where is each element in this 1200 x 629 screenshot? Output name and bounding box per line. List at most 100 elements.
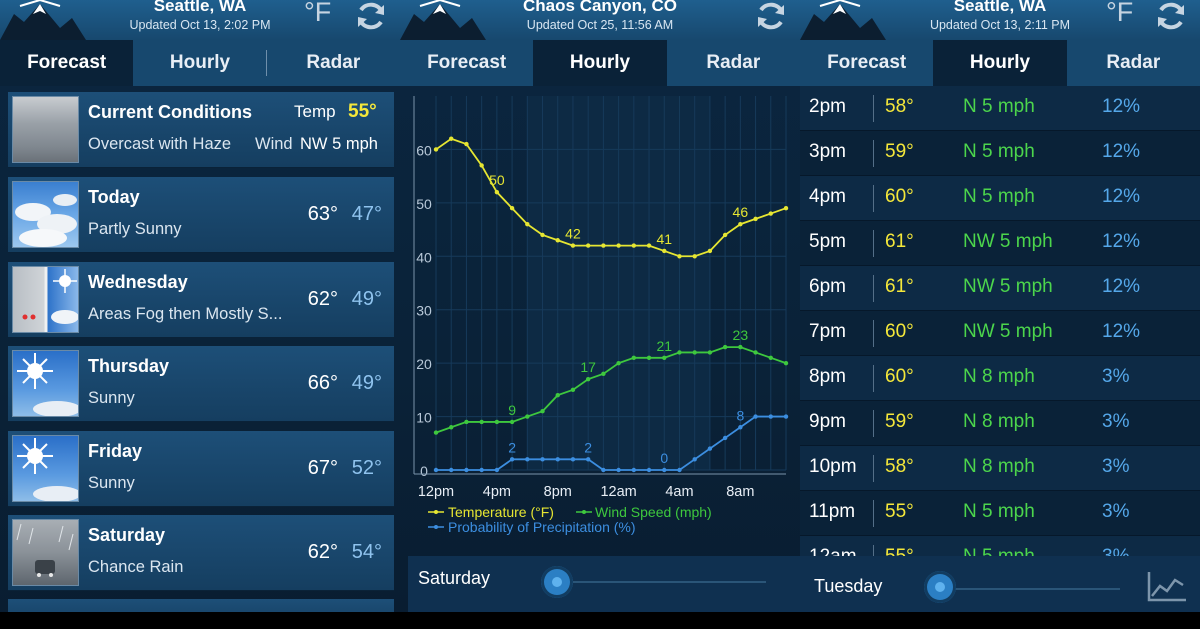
slider-knob[interactable] <box>924 571 956 603</box>
refresh-icon[interactable] <box>1154 1 1188 31</box>
forecast-row-partial[interactable] <box>8 599 394 612</box>
hour-precip: 12% <box>1102 186 1141 207</box>
data-point <box>449 425 454 430</box>
day-desc: Partly Sunny <box>88 220 182 238</box>
hour-time: 3pm <box>809 141 846 162</box>
data-point <box>692 457 697 462</box>
forecast-row-today[interactable]: Today Partly Sunny 63° 47° <box>8 177 394 253</box>
data-label: 41 <box>656 231 672 247</box>
chart-icon[interactable] <box>1146 569 1188 603</box>
hour-precip: 12% <box>1102 141 1141 162</box>
data-point <box>479 467 484 473</box>
slider-knob[interactable] <box>541 566 573 598</box>
data-point <box>677 467 682 473</box>
current-conditions-row[interactable]: Current Conditions Overcast with Haze Te… <box>8 92 394 168</box>
day-name: Saturday <box>88 525 166 545</box>
updated-time: Updated Oct 13, 2:11 PM <box>929 18 1071 32</box>
data-point <box>509 419 515 425</box>
data-point <box>433 467 439 473</box>
high-temp: 62° <box>307 288 338 310</box>
y-tick-label: 30 <box>416 303 432 319</box>
forecast-row-saturday[interactable]: Saturday Chance Rain 62° 54° <box>8 515 394 591</box>
data-point <box>753 414 758 419</box>
hour-wind: N 8 mph <box>963 366 1035 387</box>
hour-wind: NW 5 mph <box>963 321 1053 342</box>
data-point <box>479 419 484 425</box>
data-point <box>692 254 697 259</box>
table-row: 5pm 61° NW 5 mph 12% <box>800 221 1200 266</box>
data-point <box>753 350 758 355</box>
data-point <box>783 360 789 366</box>
legend-swatch-dot <box>434 525 438 529</box>
table-row: 3pm 59° N 5 mph 12% <box>800 131 1200 176</box>
hour-time: 2pm <box>809 96 846 117</box>
slider-track[interactable] <box>950 588 1120 590</box>
fog-then-sunny-icon <box>12 266 79 333</box>
hour-wind: N 5 mph <box>963 501 1035 522</box>
data-label: 23 <box>733 327 749 343</box>
data-label: 17 <box>580 359 596 375</box>
y-tick-label: 50 <box>416 196 432 212</box>
refresh-icon[interactable] <box>754 1 788 31</box>
data-point <box>738 344 743 350</box>
data-point <box>433 147 439 152</box>
tab-forecast[interactable]: Forecast <box>0 40 134 86</box>
day-desc: Sunny <box>88 474 135 492</box>
tab-hourly-label: Hourly <box>169 52 231 73</box>
tab-hourly[interactable]: Hourly <box>133 40 267 86</box>
table-row: 4pm 60° N 5 mph 12% <box>800 176 1200 221</box>
city-name: Seattle, WA <box>153 0 247 15</box>
hour-time: 5pm <box>809 231 846 252</box>
data-point <box>768 414 773 419</box>
mountain-logo-icon <box>0 0 86 40</box>
tab-forecast[interactable]: Forecast <box>427 52 507 73</box>
data-point <box>631 243 637 248</box>
data-point <box>464 467 469 473</box>
day-slider-bar: Saturday <box>408 556 800 612</box>
refresh-icon[interactable] <box>354 1 388 31</box>
tab-radar[interactable]: Radar <box>1106 52 1161 73</box>
tab-divider <box>265 50 267 76</box>
hour-temp: 61° <box>885 276 914 297</box>
data-point <box>768 211 773 216</box>
data-point <box>585 243 591 248</box>
unit-toggle-button[interactable]: °F <box>1106 0 1134 27</box>
tab-forecast[interactable]: Forecast <box>827 52 907 73</box>
tab-radar[interactable]: Radar <box>706 52 761 73</box>
slider-track[interactable] <box>556 581 766 583</box>
data-point <box>646 467 652 473</box>
unit-toggle-button[interactable]: °F <box>304 0 332 27</box>
tab-hourly[interactable]: Hourly <box>933 40 1067 86</box>
day-name: Friday <box>88 441 143 461</box>
data-point <box>555 238 560 243</box>
hour-precip: 12% <box>1102 321 1141 342</box>
hour-time: 4pm <box>809 186 846 207</box>
data-label: 2 <box>584 439 592 455</box>
hourly-chart: 0 10 20 30 40 50 60 12pm 4pm 8pm 12am 4am 8am 50 42 41 4… <box>408 86 800 556</box>
data-point <box>525 457 530 462</box>
hour-wind: N 8 mph <box>963 456 1035 477</box>
forecast-row-friday[interactable]: Friday Sunny 67° 52° <box>8 431 394 507</box>
table-row: 8pm 60° N 8 mph 3% <box>800 356 1200 401</box>
forecast-row-thursday[interactable]: Thursday Sunny 66° 49° <box>8 346 394 422</box>
slider-day-label: Tuesday <box>814 576 883 596</box>
forecast-row-wednesday[interactable]: Wednesday Areas Fog then Mostly S... 62°… <box>8 262 394 338</box>
x-tick-label: 4pm <box>483 484 511 500</box>
header: Chaos Canyon, CO Updated Oct 25, 11:56 A… <box>400 0 800 40</box>
hour-wind: N 8 mph <box>963 411 1035 432</box>
table-row: 6pm 61° NW 5 mph 12% <box>800 266 1200 311</box>
column-separator <box>873 410 874 437</box>
column-separator <box>873 230 874 257</box>
hour-precip: 3% <box>1102 411 1130 432</box>
data-point <box>601 467 606 473</box>
hour-temp: 59° <box>885 411 914 432</box>
day-slider-bar: Tuesday <box>800 556 1200 612</box>
data-point <box>601 243 606 248</box>
data-label: 50 <box>489 172 505 188</box>
data-point <box>464 419 469 425</box>
header: Seattle, WA Updated Oct 13, 2:02 PM °F <box>0 0 400 40</box>
current-conditions-desc: Overcast with Haze <box>88 135 232 153</box>
tab-bar: Forecast Hourly Radar <box>400 40 800 86</box>
tab-radar[interactable]: Radar <box>306 52 361 73</box>
tab-hourly[interactable]: Hourly <box>533 40 667 86</box>
